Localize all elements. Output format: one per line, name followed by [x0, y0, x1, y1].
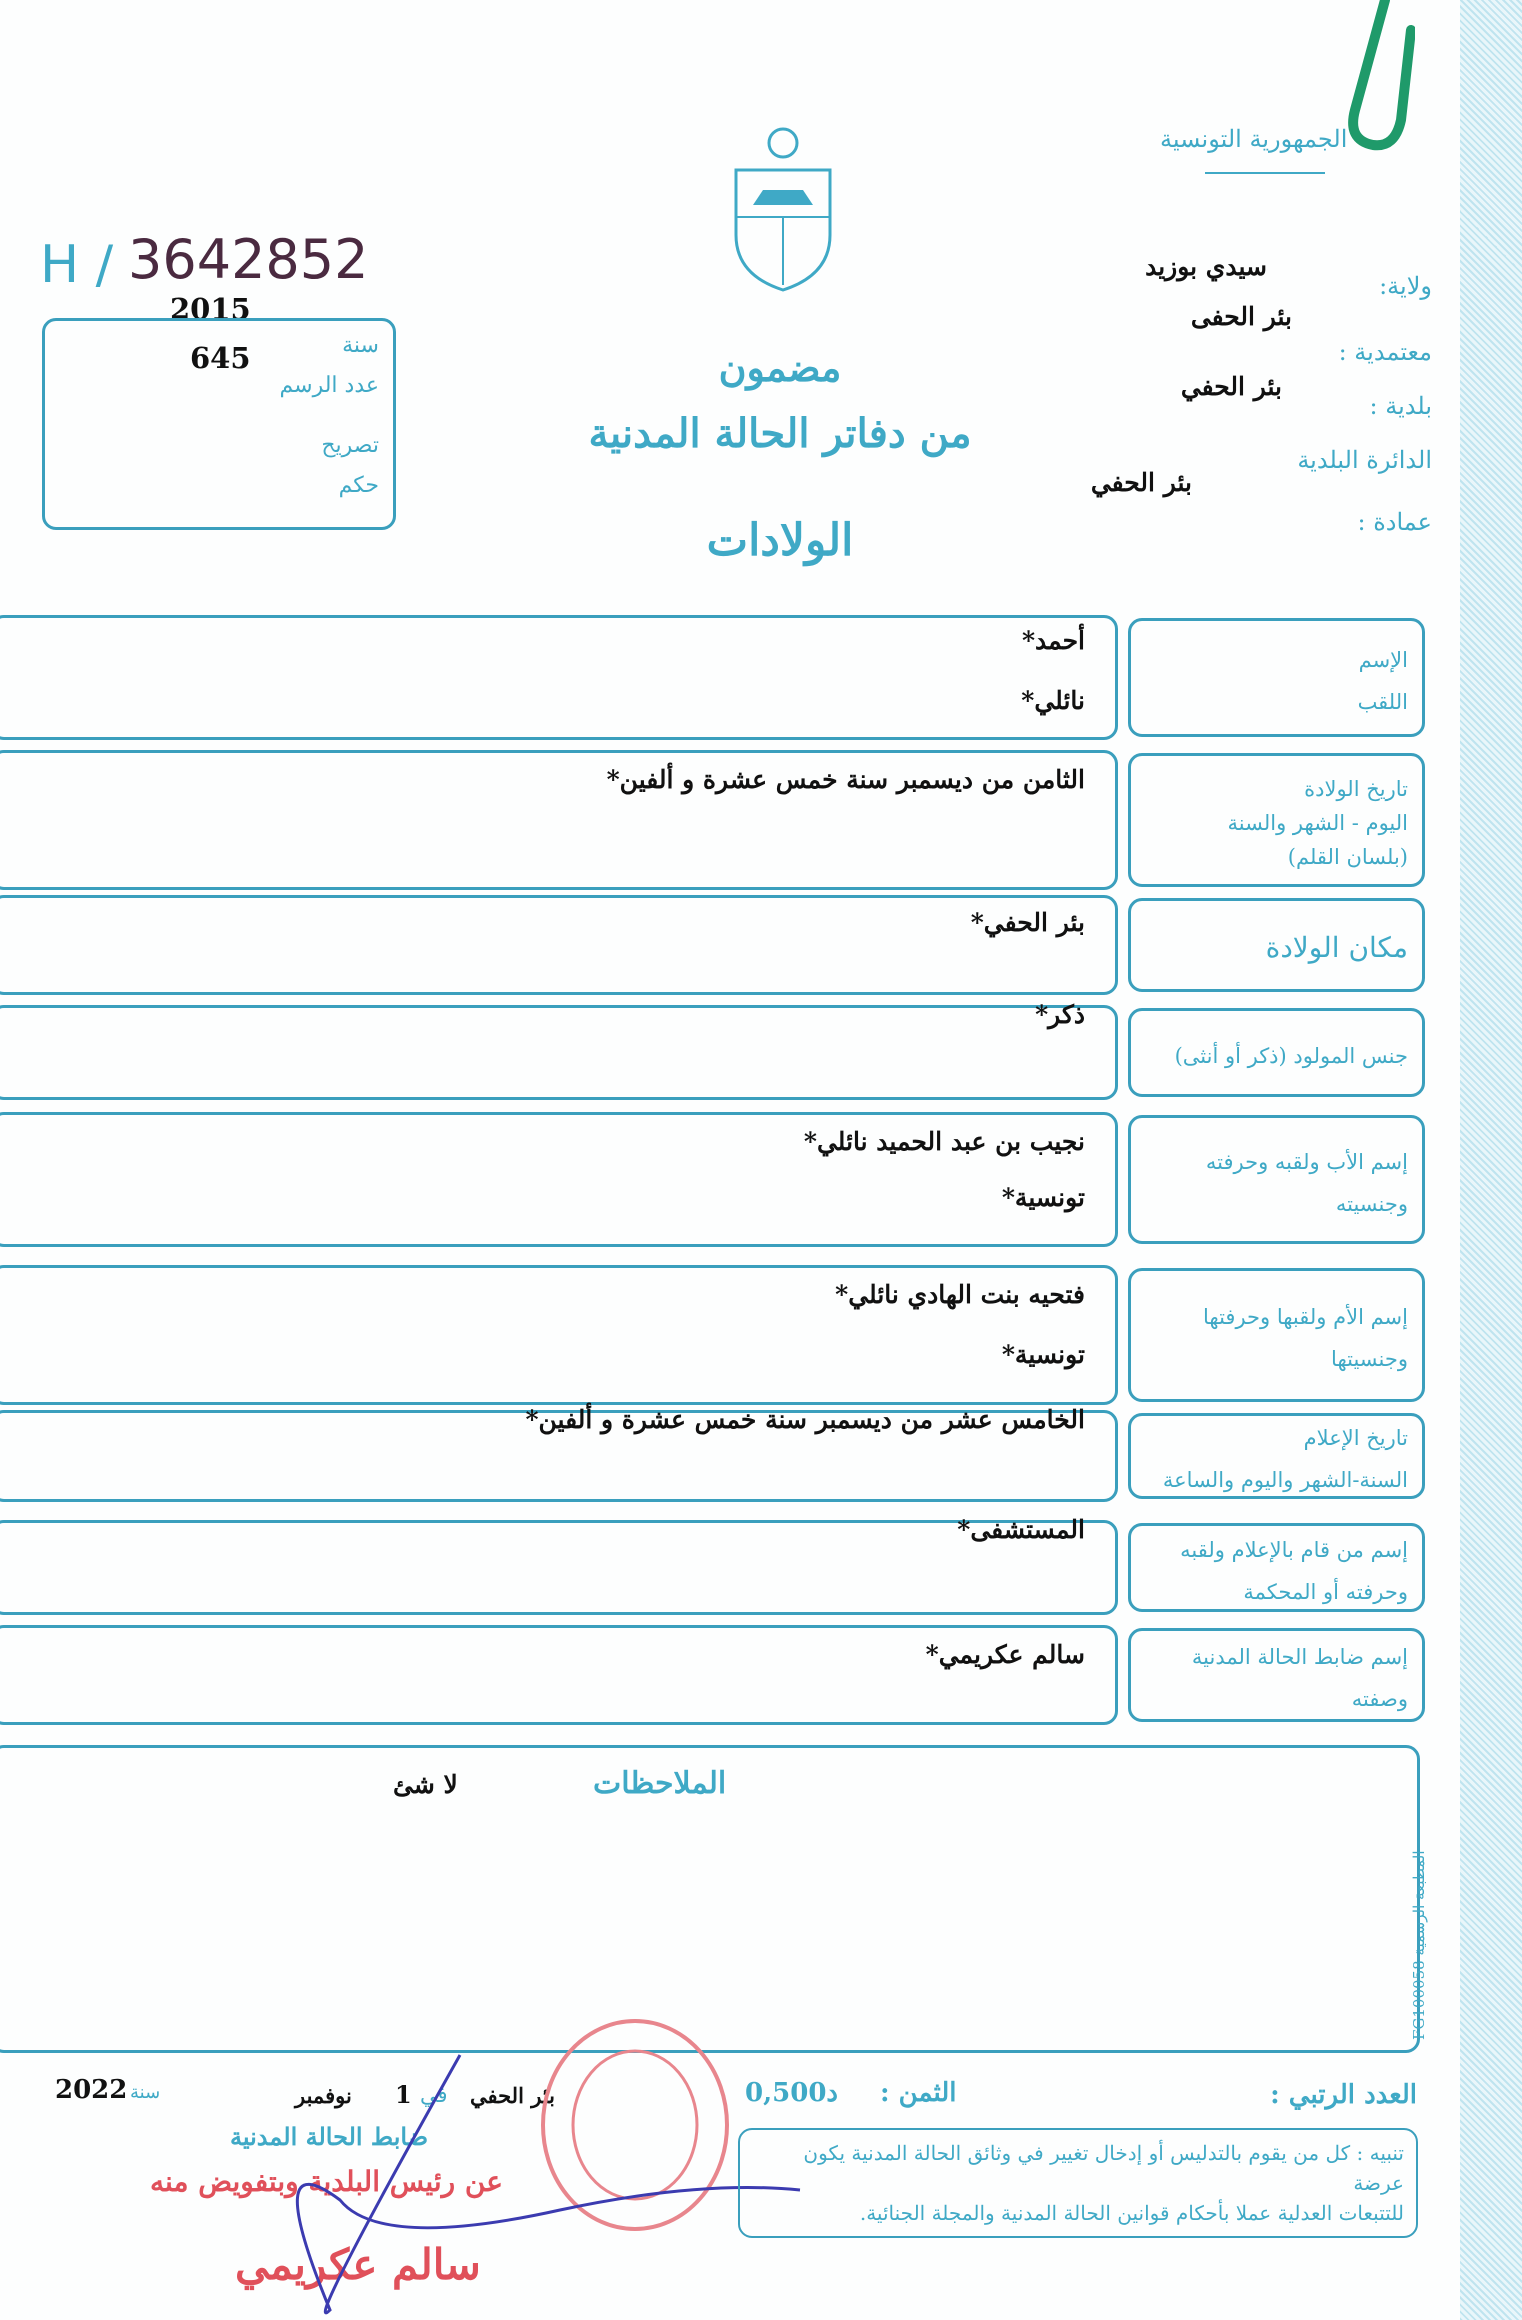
number-label: عدد الرسم: [279, 373, 380, 398]
row-label: إسم ضابط الحالة المدنية: [1191, 1645, 1408, 1669]
row-label: اليوم - الشهر والسنة: [1227, 811, 1408, 835]
serial-prefix: H /: [40, 235, 114, 295]
row-label: إسم الأم ولقبها وحرفتها: [1203, 1305, 1408, 1329]
row-label: وجنسيتها: [1331, 1347, 1408, 1371]
year-label: سنة: [130, 2082, 161, 2103]
price-label: الثمن :: [880, 2078, 957, 2108]
row-label-box: إسم الأب ولقبه وحرفته وجنسيته: [1128, 1115, 1425, 1244]
declaration-label: تصريح: [321, 433, 379, 458]
paperclip-icon: [1348, 0, 1415, 151]
printer-mark: المطبعة الرسمية FG100058: [1410, 1850, 1428, 2040]
row-label-box: إسم ضابط الحالة المدنية وصفته: [1128, 1628, 1425, 1722]
row-value: أحمد*: [1021, 626, 1085, 655]
row-label-box: الإسم اللقب: [1128, 618, 1425, 737]
row-label: تاريخ الإعلام: [1303, 1426, 1408, 1450]
row-value: الثامن من ديسمبر سنة خمس عشرة و ألفين*: [606, 765, 1085, 794]
row-value-box: المستشفى*: [0, 1515, 1118, 1615]
imada-label: عمادة :: [1357, 508, 1432, 536]
row-label: اللقب: [1357, 689, 1408, 714]
row-value: سالم عكريمي*: [925, 1640, 1085, 1669]
row-value-box: فتحيه بنت الهادي نائلي* تونسية*: [0, 1265, 1118, 1405]
row-label: جنس المولود (ذكر أو أنثى): [1174, 1043, 1408, 1068]
delegation-label: معتمدية :: [1338, 338, 1432, 366]
officer-name-stamp: سالم عكريمي: [235, 2240, 481, 2289]
row-label: مكان الولادة: [1265, 931, 1408, 964]
row-label: السنة-الشهر واليوم والساعة: [1162, 1468, 1408, 1492]
row-label-box: تاريخ الولادة اليوم - الشهر والسنة (بلسان …: [1128, 753, 1425, 887]
remarks-value: لا شئ: [393, 1770, 458, 1799]
row-label-box: إسم من قام بالإعلام ولقبه وحرفته أو المحك…: [1128, 1523, 1425, 1612]
row-value: تونسية*: [1001, 1340, 1085, 1369]
row-value-box: أحمد* نائلي*: [0, 615, 1118, 740]
official-stamp: [541, 2019, 729, 2231]
issue-place: بئر الحفي: [470, 2083, 555, 2108]
row-value-box: ذكر*: [0, 1000, 1118, 1100]
officer-title: ضابط الحالة المدنية: [230, 2122, 429, 2151]
row-label: (بلسان القلم): [1287, 845, 1408, 869]
row-label-box: تاريخ الإعلام السنة-الشهر واليوم والساعة: [1128, 1413, 1425, 1499]
record-number: 645: [190, 341, 251, 375]
row-value: ذكر*: [1035, 1000, 1085, 1029]
district-value: بئر الحفي: [1090, 468, 1192, 497]
title-line3: الولادات: [706, 515, 854, 566]
row-label-box: جنس المولود (ذكر أو أنثى): [1128, 1008, 1425, 1097]
row-value-box: بئر الحفي*: [0, 895, 1118, 995]
price-value: 0,500د: [745, 2078, 838, 2108]
warning-notice: تنبيه : كل من يقوم بالتدليس أو إدخال تغي…: [738, 2128, 1418, 2238]
row-label: إسم الأب ولقبه وحرفته: [1205, 1149, 1408, 1174]
year-label: سنة: [342, 333, 379, 358]
remarks-label: الملاحظات: [593, 1766, 727, 1801]
row-value-box: سالم عكريمي*: [0, 1625, 1118, 1725]
divider: [1205, 172, 1325, 174]
remarks-box: الملاحظات لا شئ: [0, 1745, 1420, 2053]
row-value: بئر الحفي*: [970, 908, 1085, 937]
district-label: الدائرة البلدية: [1297, 446, 1432, 474]
row-label-box: إسم الأم ولقبها وحرفتها وجنسيتها: [1128, 1268, 1425, 1402]
row-value-box: الخامس عشر من ديسمبر سنة خمس عشرة و ألفي…: [0, 1405, 1118, 1502]
republic-title: الجمهورية التونسية: [1160, 125, 1348, 153]
row-value: تونسية*: [1001, 1183, 1085, 1212]
row-label: إسم من قام بالإعلام ولقبه: [1180, 1537, 1408, 1562]
governorate-label: ولاية:: [1379, 272, 1432, 300]
municipality-label: بلدية :: [1369, 392, 1432, 420]
record-box: 645 سنة عدد الرسم تصريح حكم: [42, 318, 396, 530]
row-value-box: الثامن من ديسمبر سنة خمس عشرة و ألفين*: [0, 750, 1118, 890]
row-value: الخامس عشر من ديسمبر سنة خمس عشرة و ألفي…: [525, 1405, 1085, 1434]
issue-day: 1: [395, 2080, 412, 2109]
notice-line1: تنبيه : كل من يقوم بالتدليس أو إدخال تغي…: [803, 2141, 1404, 2195]
tunisian-emblem-icon: [734, 127, 832, 292]
governorate-value: سيدي بوزيد: [1145, 252, 1267, 281]
signature: [295, 2054, 801, 2315]
judgment-label: حكم: [338, 473, 379, 498]
row-value: نجيب بن عبد الحميد نائلي*: [803, 1127, 1085, 1156]
serial-label: العدد الرتبي :: [1270, 2080, 1417, 2110]
row-value-box: نجيب بن عبد الحميد نائلي* تونسية*: [0, 1112, 1118, 1247]
row-label: تاريخ الولادة: [1304, 777, 1408, 801]
delegation-value: بئر الحفى: [1190, 302, 1292, 331]
serial-number: 3642852: [128, 228, 369, 291]
row-value: المستشفى*: [957, 1515, 1085, 1544]
municipality-value: بئر الحفي: [1180, 372, 1282, 401]
issue-year: 2022: [55, 2075, 128, 2105]
row-value: فتحيه بنت الهادي نائلي*: [835, 1280, 1085, 1309]
row-value: نائلي*: [1021, 686, 1085, 715]
issue-month: نوفمبر: [295, 2083, 352, 2108]
row-label: وجنسيته: [1335, 1191, 1408, 1216]
row-label: وحرفته أو المحكمة: [1243, 1579, 1408, 1604]
row-label: وصفته: [1351, 1687, 1408, 1711]
row-label-box: مكان الولادة: [1128, 898, 1425, 992]
security-border-pattern: [1460, 0, 1522, 2320]
notice-line2: للتتبعات العدلية عملا بأحكام قوانين الحا…: [859, 2201, 1404, 2225]
title-line1: مضمون: [718, 345, 842, 390]
title-line2: من دفاتر الحالة المدنية: [588, 410, 972, 457]
row-label: الإسم: [1358, 647, 1408, 672]
